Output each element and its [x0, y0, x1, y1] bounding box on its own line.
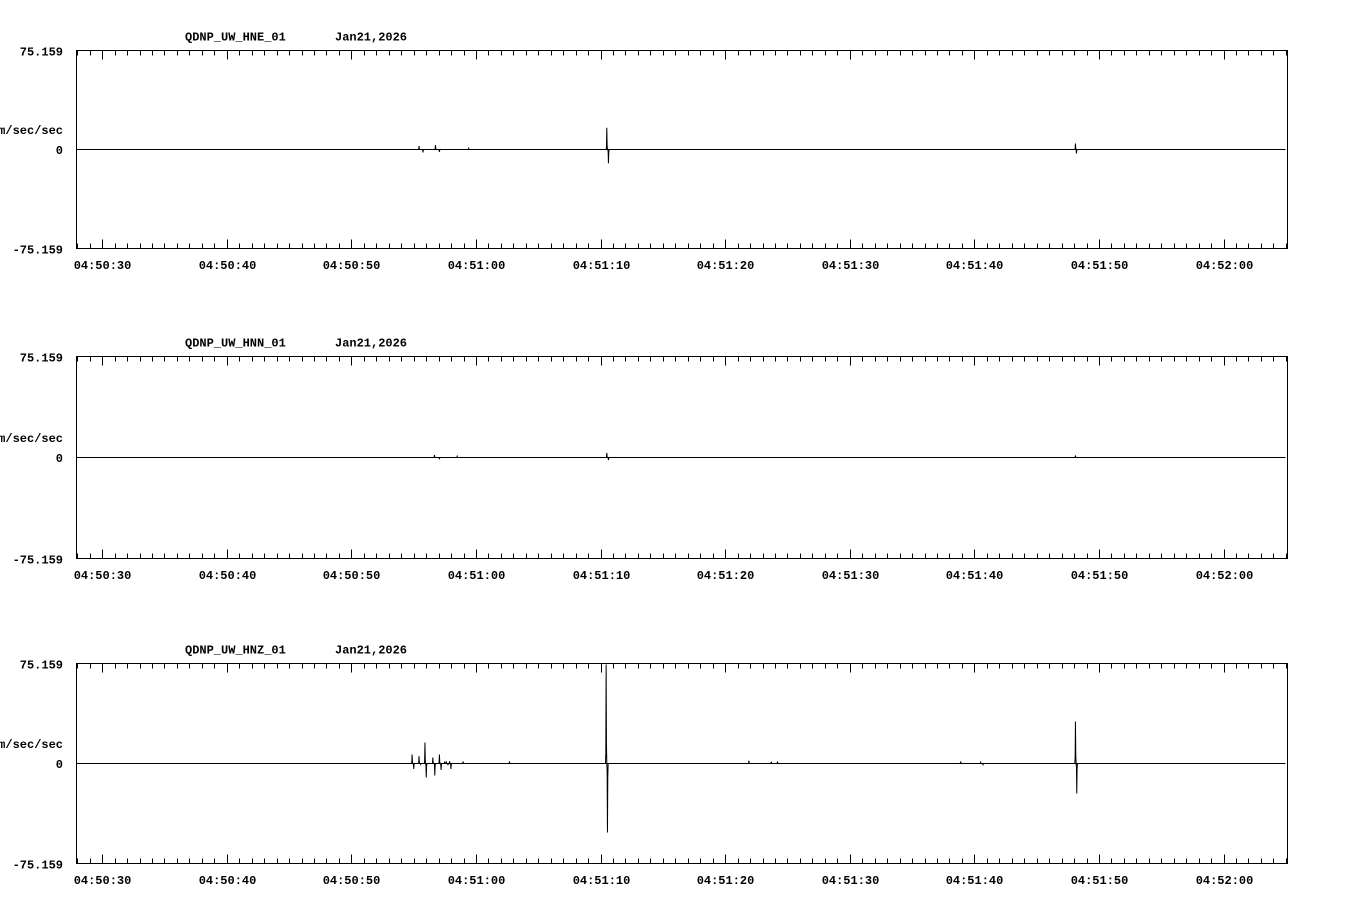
svg-text:04:51:20: 04:51:20 — [697, 874, 755, 888]
svg-text:04:51:30: 04:51:30 — [822, 569, 880, 583]
svg-text:04:51:10: 04:51:10 — [573, 569, 631, 583]
svg-text:Jan21,2026: Jan21,2026 — [335, 337, 407, 351]
svg-text:0: 0 — [56, 758, 63, 772]
svg-text:04:50:30: 04:50:30 — [74, 569, 132, 583]
svg-text:04:51:40: 04:51:40 — [946, 569, 1004, 583]
svg-text:0: 0 — [56, 452, 63, 466]
svg-text:04:52:00: 04:52:00 — [1196, 259, 1254, 273]
svg-text:04:52:00: 04:52:00 — [1196, 569, 1254, 583]
svg-text:04:50:40: 04:50:40 — [199, 569, 257, 583]
svg-text:04:51:30: 04:51:30 — [822, 259, 880, 273]
svg-text:04:50:50: 04:50:50 — [323, 259, 381, 273]
svg-text:QDNP_UW_HNN_01: QDNP_UW_HNN_01 — [185, 337, 286, 351]
svg-text:04:51:00: 04:51:00 — [448, 874, 506, 888]
svg-text:04:51:40: 04:51:40 — [946, 259, 1004, 273]
svg-text:04:51:40: 04:51:40 — [946, 874, 1004, 888]
svg-text:04:51:30: 04:51:30 — [822, 874, 880, 888]
svg-text:75.159: 75.159 — [20, 352, 63, 366]
svg-text:04:51:10: 04:51:10 — [573, 259, 631, 273]
svg-text:04:51:20: 04:51:20 — [697, 259, 755, 273]
svg-text:04:51:20: 04:51:20 — [697, 569, 755, 583]
svg-text:cm/sec/sec: cm/sec/sec — [0, 124, 63, 138]
svg-text:04:51:00: 04:51:00 — [448, 259, 506, 273]
svg-text:04:51:50: 04:51:50 — [1071, 259, 1129, 273]
svg-text:04:50:30: 04:50:30 — [74, 259, 132, 273]
svg-text:04:51:50: 04:51:50 — [1071, 569, 1129, 583]
svg-text:cm/sec/sec: cm/sec/sec — [0, 432, 63, 446]
svg-text:-75.159: -75.159 — [13, 859, 63, 873]
svg-text:QDNP_UW_HNZ_01: QDNP_UW_HNZ_01 — [185, 644, 286, 658]
svg-text:Jan21,2026: Jan21,2026 — [335, 644, 407, 658]
svg-text:04:51:50: 04:51:50 — [1071, 874, 1129, 888]
svg-text:04:50:50: 04:50:50 — [323, 569, 381, 583]
svg-text:04:51:10: 04:51:10 — [573, 874, 631, 888]
svg-text:0: 0 — [56, 144, 63, 158]
svg-text:cm/sec/sec: cm/sec/sec — [0, 738, 63, 752]
svg-text:04:50:30: 04:50:30 — [74, 874, 132, 888]
svg-text:-75.159: -75.159 — [13, 554, 63, 568]
svg-text:75.159: 75.159 — [20, 46, 63, 60]
svg-text:04:50:50: 04:50:50 — [323, 874, 381, 888]
svg-text:04:52:00: 04:52:00 — [1196, 874, 1254, 888]
svg-text:-75.159: -75.159 — [13, 244, 63, 258]
svg-text:04:50:40: 04:50:40 — [199, 259, 257, 273]
svg-text:75.159: 75.159 — [20, 659, 63, 673]
svg-text:Jan21,2026: Jan21,2026 — [335, 31, 407, 45]
svg-text:04:51:00: 04:51:00 — [448, 569, 506, 583]
svg-text:QDNP_UW_HNE_01: QDNP_UW_HNE_01 — [185, 31, 286, 45]
svg-text:04:50:40: 04:50:40 — [199, 874, 257, 888]
